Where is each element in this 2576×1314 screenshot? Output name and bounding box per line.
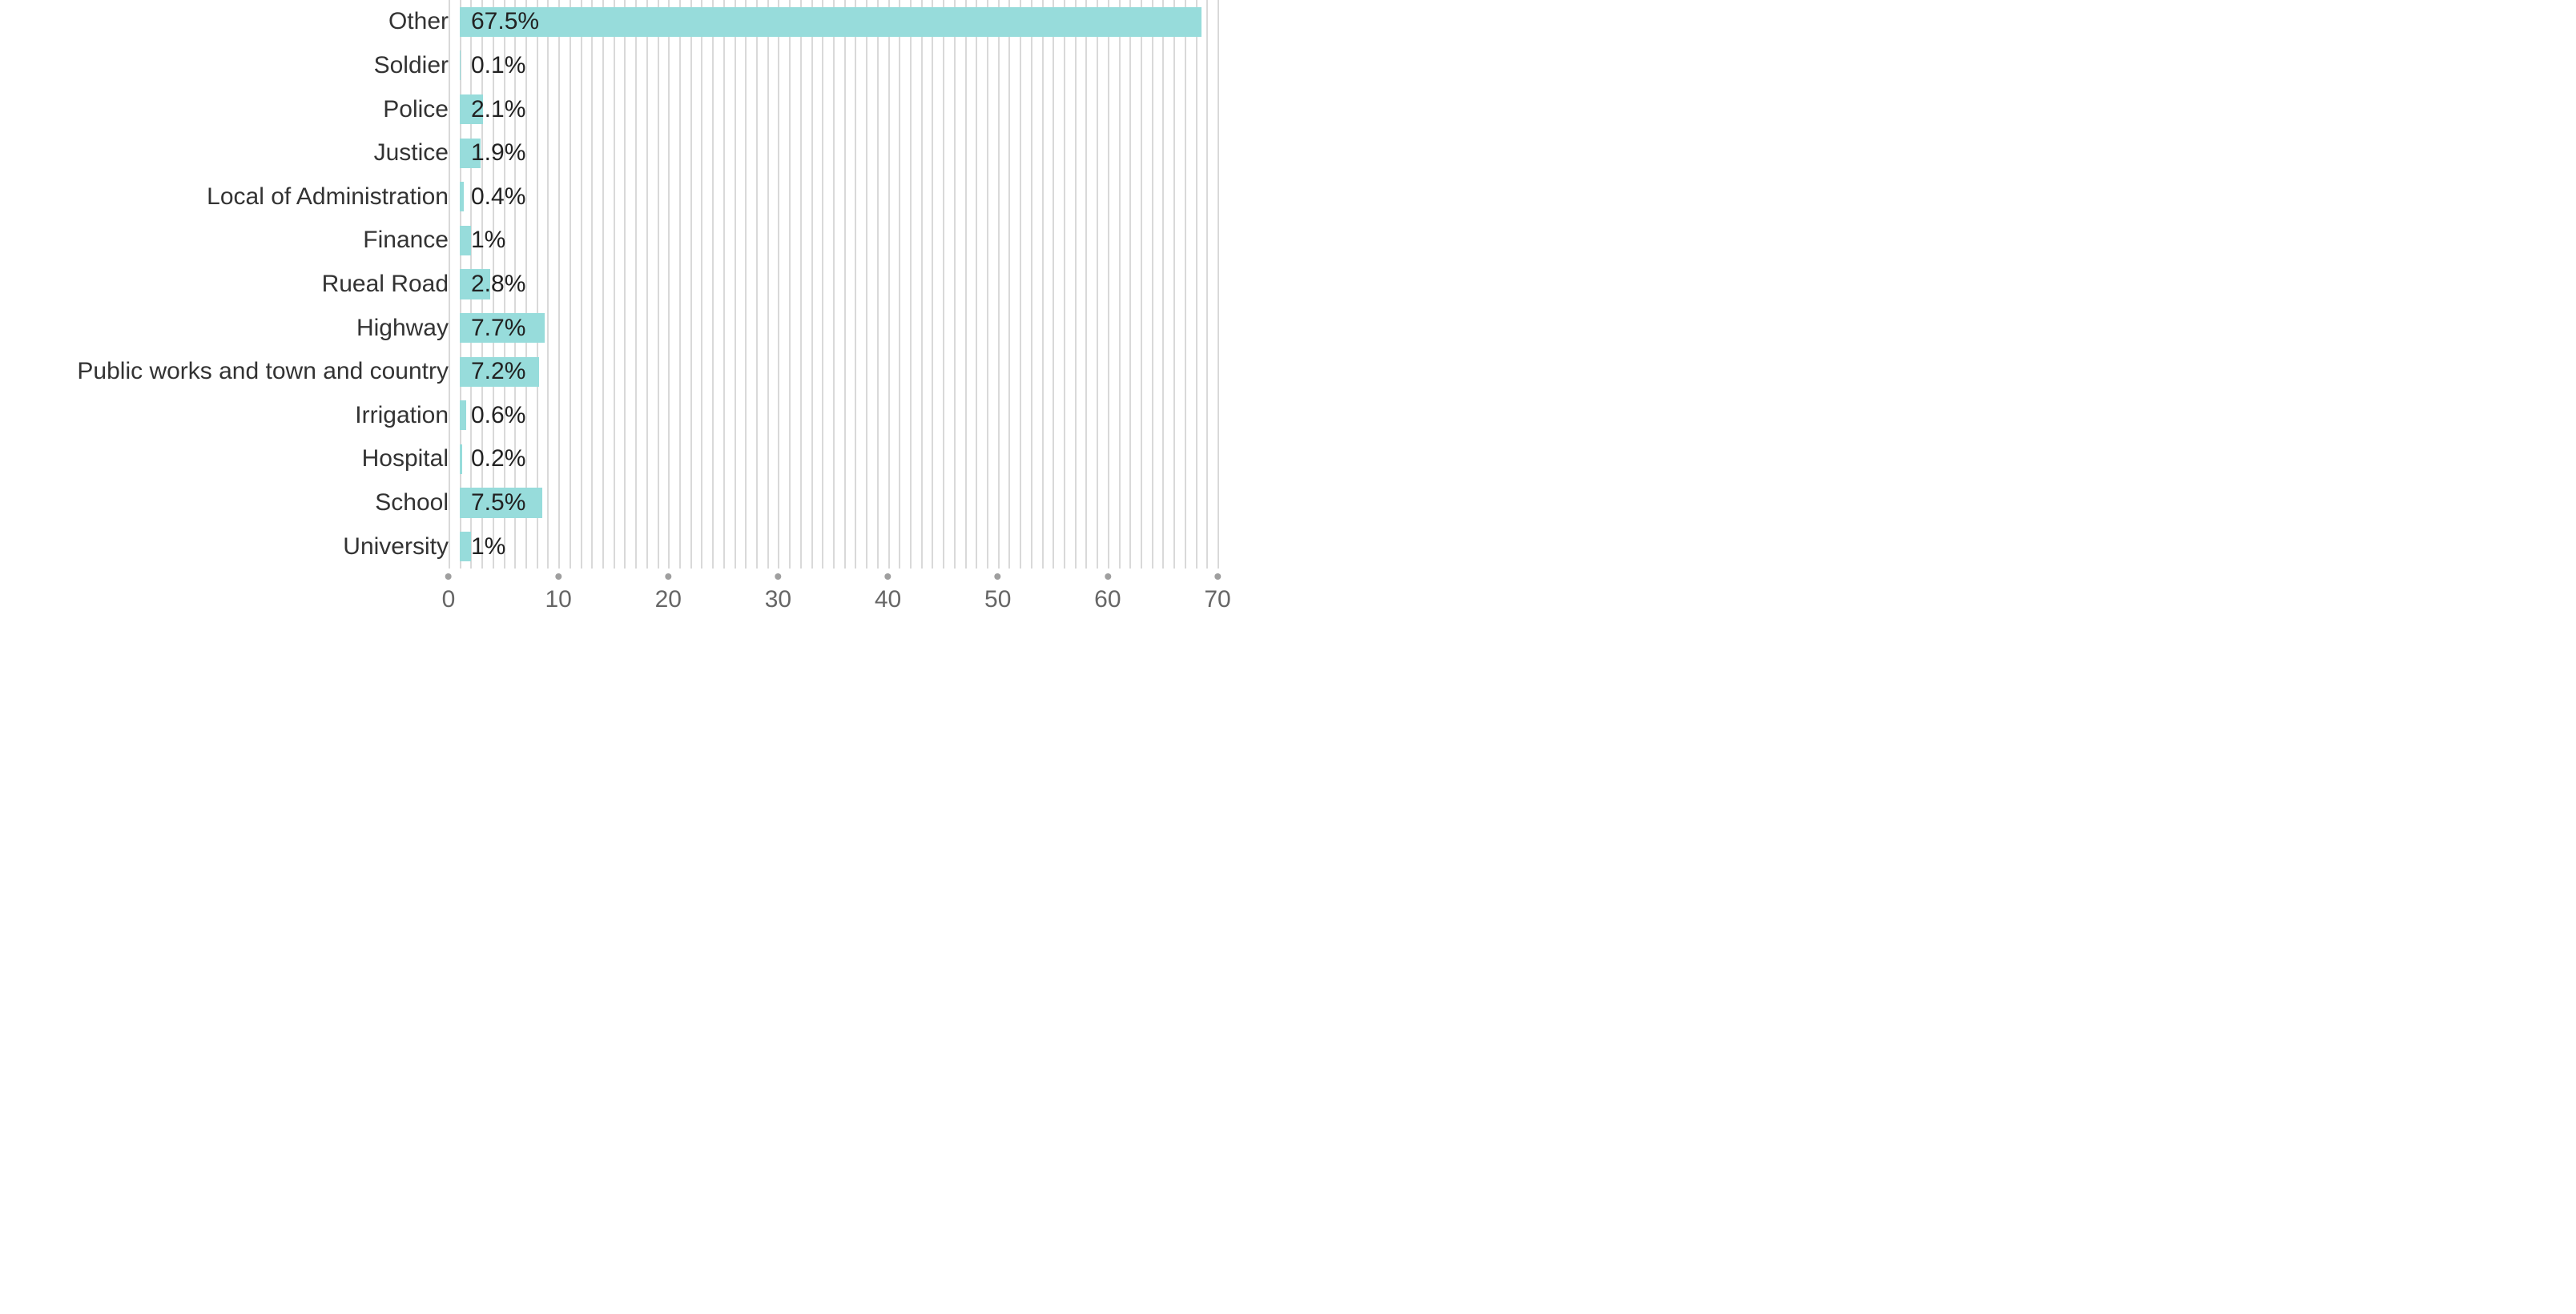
category-label: Rueal Road	[0, 263, 460, 307]
x-tick-dot	[885, 573, 892, 580]
value-label: 7.7%	[460, 315, 525, 342]
bar-cell: 7.2%	[460, 350, 1218, 394]
category-label: Local of Administration	[0, 175, 460, 219]
x-tick: 0	[442, 573, 456, 613]
category-label: Justice	[0, 131, 460, 175]
category-label: Police	[0, 87, 460, 131]
bar-cell: 7.5%	[460, 481, 1218, 525]
x-tick-label: 60	[1094, 586, 1121, 613]
value-label: 2.8%	[460, 271, 525, 298]
bar-cell: 2.1%	[460, 87, 1218, 131]
value-label: 0.1%	[460, 52, 525, 79]
bar-cell: 2.8%	[460, 263, 1218, 307]
x-tick-dot	[1105, 573, 1111, 580]
value-label: 0.6%	[460, 402, 525, 429]
x-tick-dot	[1214, 573, 1221, 580]
x-tick: 10	[545, 573, 571, 613]
x-tick-dot	[555, 573, 561, 580]
x-tick-dot	[775, 573, 781, 580]
x-tick-label: 30	[765, 586, 791, 613]
x-tick: 40	[875, 573, 901, 613]
x-tick-dot	[995, 573, 1001, 580]
bar-row: University1%	[0, 524, 1218, 569]
x-tick-label: 20	[655, 586, 682, 613]
bar-cell: 0.6%	[460, 393, 1218, 437]
bar-row: Soldier0.1%	[0, 44, 1218, 88]
bar-row: Hospital0.2%	[0, 437, 1218, 481]
bar-row: Other67.5%	[0, 0, 1218, 44]
x-tick: 20	[655, 573, 682, 613]
bar-row: Irrigation0.6%	[0, 393, 1218, 437]
bar-row: Highway7.7%	[0, 306, 1218, 350]
value-label: 1%	[460, 533, 505, 561]
bar-rows: Other67.5%Soldier0.1%Police2.1%Justice1.…	[0, 0, 1218, 569]
horizontal-bar-chart: Other67.5%Soldier0.1%Police2.1%Justice1.…	[0, 0, 1218, 625]
category-label: Highway	[0, 306, 460, 350]
bar-cell: 0.1%	[460, 44, 1218, 88]
bar-row: Rueal Road2.8%	[0, 263, 1218, 307]
category-label: Soldier	[0, 44, 460, 88]
bar-row: Public works and town and country7.2%	[0, 350, 1218, 394]
x-tick-label: 70	[1204, 586, 1230, 613]
bar-row: School7.5%	[0, 481, 1218, 525]
x-axis: 010203040506070	[0, 569, 1218, 625]
bar-row: Police2.1%	[0, 87, 1218, 131]
bar	[460, 7, 1201, 37]
bar-row: Justice1.9%	[0, 131, 1218, 175]
x-tick-label: 0	[442, 586, 456, 613]
bar-cell: 1%	[460, 524, 1218, 569]
category-label: Public works and town and country	[0, 350, 460, 394]
x-tick-label: 10	[545, 586, 571, 613]
value-label: 1%	[460, 227, 505, 254]
x-tick: 50	[984, 573, 1011, 613]
category-label: Irrigation	[0, 393, 460, 437]
bar-cell: 67.5%	[460, 0, 1218, 44]
bar-cell: 0.4%	[460, 175, 1218, 219]
value-label: 7.2%	[460, 358, 525, 385]
value-label: 1.9%	[460, 139, 525, 167]
bar-cell: 0.2%	[460, 437, 1218, 481]
x-tick-label: 40	[875, 586, 901, 613]
x-tick: 70	[1204, 573, 1230, 613]
x-tick-dot	[665, 573, 671, 580]
category-label: Other	[0, 0, 460, 44]
bar-cell: 7.7%	[460, 306, 1218, 350]
bar-cell: 1.9%	[460, 131, 1218, 175]
category-label: School	[0, 481, 460, 525]
x-tick: 60	[1094, 573, 1121, 613]
value-label: 0.2%	[460, 445, 525, 472]
value-label: 2.1%	[460, 96, 525, 123]
value-label: 7.5%	[460, 489, 525, 516]
bar-row: Local of Administration0.4%	[0, 175, 1218, 219]
category-label: Finance	[0, 219, 460, 263]
bar-row: Finance1%	[0, 219, 1218, 263]
value-label: 67.5%	[460, 8, 539, 35]
bar-cell: 1%	[460, 219, 1218, 263]
x-tick: 30	[765, 573, 791, 613]
category-label: Hospital	[0, 437, 460, 481]
value-label: 0.4%	[460, 183, 525, 211]
category-label: University	[0, 524, 460, 569]
x-tick-dot	[445, 573, 452, 580]
x-tick-label: 50	[984, 586, 1011, 613]
